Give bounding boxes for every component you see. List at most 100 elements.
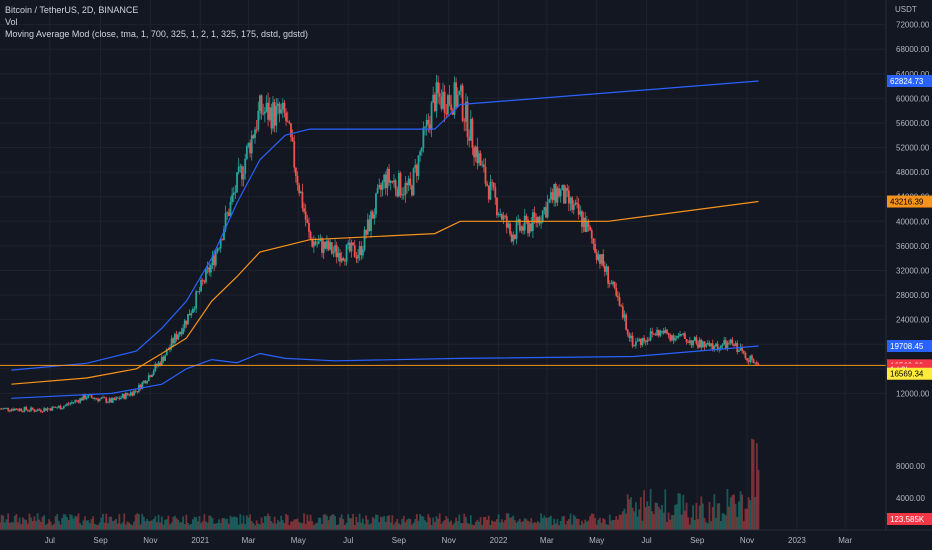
price-tick-label: 60000.00 [896,94,930,103]
volume-bar [590,513,593,530]
candle-body [404,183,407,195]
candle-body [729,339,732,343]
candle-body [26,409,29,411]
candle-body [172,338,175,344]
volume-bar [267,513,269,530]
volume-bar [476,519,479,530]
candle-body [548,199,551,203]
volume-bar [639,497,642,530]
volume-bar [224,519,227,530]
candle-body [51,406,54,411]
volume-bar [244,524,247,530]
candle-body [739,346,742,351]
candle-body [432,94,435,103]
volume-bar [518,518,521,530]
volume-bar [64,514,67,530]
candle-body [129,392,132,396]
volume-bar [594,517,596,530]
volume-bar [278,521,281,530]
legend-symbol[interactable]: Bitcoin / TetherUS, 2D, BINANCE [5,5,139,15]
volume-bar [283,523,286,530]
volume-bar [652,514,655,530]
volume-bar [693,519,696,530]
candle-body [74,400,77,403]
candle-body [674,338,677,341]
volume-bar [121,522,124,530]
candle-body [355,256,358,259]
legend-indicator[interactable]: Moving Average Mod (close, tma, 1, 700, … [5,29,309,39]
volume-bar [340,514,343,530]
candle-body [61,408,64,410]
candle-body [520,226,523,231]
volume-bar [569,513,572,530]
candle-body [585,221,588,232]
time-tick-label: Mar [540,536,554,545]
candle-body [82,394,85,401]
candle-body [329,242,332,250]
volume-bar [471,524,474,530]
candle-body [262,113,265,115]
candle-body [693,337,696,341]
candle-body [97,398,99,402]
candle-body [182,328,184,334]
candle-body [682,333,685,335]
candle-body [620,305,623,307]
grid [0,0,886,530]
candle-body [528,223,531,234]
volume-bar [486,519,489,530]
candle-body [386,168,389,189]
volume-bar [335,525,338,530]
candle-body [342,258,345,261]
candle-body [21,411,24,412]
candle-body [378,184,381,189]
volume-bar [540,513,542,530]
volume-bar [180,522,183,530]
volume-bar [510,517,513,530]
price-tick-label: 28000.00 [896,291,930,300]
price-tick-label: 12000.00 [896,389,930,398]
candle-body [670,335,673,341]
volume-bar [218,519,220,530]
candle-body [221,239,224,241]
volume-bar [249,514,252,530]
volume-bar [231,517,234,530]
candle-body [393,180,395,183]
candle-body [504,215,507,217]
volume-bar [670,514,673,530]
candle-body [602,254,605,266]
legend-volume[interactable]: Vol [5,17,18,27]
candle-body [687,341,690,343]
candle-body [79,398,81,403]
volume-bar [509,517,511,530]
candle-body [245,146,248,159]
volume-bar [357,522,359,530]
volume-bar [567,519,570,530]
candle-body [7,407,10,411]
volume-bar [308,521,310,530]
volume-bar [160,516,163,530]
candle-body [90,394,93,398]
candle-body [669,335,672,341]
volume-bar [440,523,443,530]
volume-bar [138,514,140,530]
volume-bar [517,520,520,530]
volume-bar [28,513,31,530]
volume-bar [196,521,199,530]
volume-bar [648,506,650,530]
candle-body [28,410,31,412]
candle-body [402,194,405,196]
volume-bar [360,522,363,530]
volume-bar [705,522,708,530]
volume-bar [757,469,760,530]
volume-bar [227,523,230,530]
candle-body [716,343,719,350]
volume-bar [456,521,459,530]
volume-bar [245,515,248,530]
volume-bar [36,513,39,530]
candle-body [23,407,26,412]
candle-body [205,269,207,283]
candle-body [406,183,408,186]
candle-body [4,407,6,409]
volume-bar [293,519,296,530]
